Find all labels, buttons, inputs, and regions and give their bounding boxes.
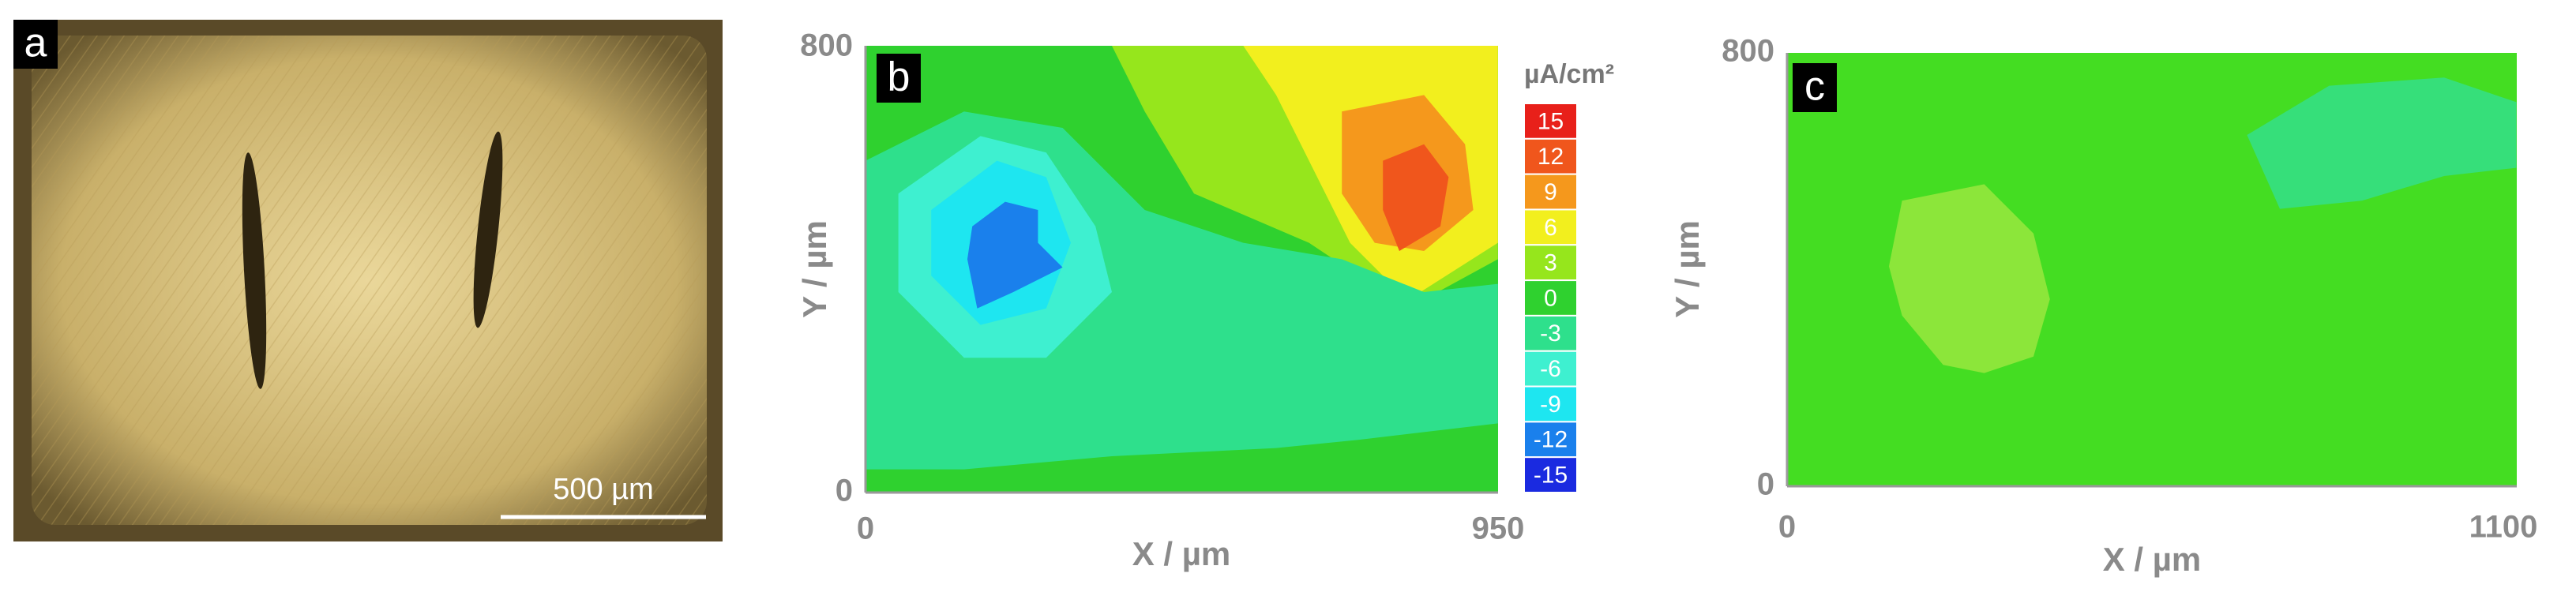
colorbar-cell xyxy=(1523,456,1578,494)
colorbar-cell xyxy=(1523,314,1578,352)
panel-label-box xyxy=(877,54,921,103)
panel-a: 500 µm a xyxy=(13,20,723,541)
colorbar-cell xyxy=(1523,103,1578,140)
indent xyxy=(242,152,267,389)
panel-label: c xyxy=(1804,64,1825,110)
panel-c: 800 0 0 1100 X / µm Y / µm c xyxy=(1669,34,2537,579)
colorbar-label: 3 xyxy=(1544,250,1557,276)
colorbar-label: 6 xyxy=(1544,215,1557,241)
panel-b: 800 0 0 950 X / µm Y / µm b µA/cm² 15 12 9… xyxy=(796,28,1614,573)
x-axis-label: X / µm xyxy=(1132,535,1231,572)
x-tick-label: 0 xyxy=(1778,510,1796,545)
y-axis-label: Y / µm xyxy=(796,220,833,318)
x-tick-label: 950 xyxy=(1472,511,1525,546)
colorbar-cell xyxy=(1523,421,1578,459)
micrograph-texture xyxy=(32,36,707,525)
contours xyxy=(1888,77,2517,373)
contour xyxy=(1383,144,1449,251)
scale-bar-label: 500 µm xyxy=(553,473,654,506)
y-tick-label: 0 xyxy=(836,474,853,508)
colorbar-cell xyxy=(1523,173,1578,211)
colorbar-label: -6 xyxy=(1540,356,1561,382)
panel-label: b xyxy=(888,54,911,100)
colorbar-label: 12 xyxy=(1538,144,1564,170)
colorbar-cell xyxy=(1523,244,1578,282)
contour xyxy=(1888,184,2050,373)
colorbar: 15 12 9 6 3 0 -3 -6 -9 -12 -15 xyxy=(1523,103,1578,494)
colorbar-cell xyxy=(1523,385,1578,423)
contour xyxy=(2247,77,2517,209)
colorbar-label: -15 xyxy=(1534,463,1568,489)
panel-label-box xyxy=(1793,63,1837,112)
x-tick-label: 0 xyxy=(857,511,874,546)
colorbar-unit: µA/cm² xyxy=(1524,59,1614,89)
colorbar-label: 9 xyxy=(1544,179,1557,205)
x-tick-label: 1100 xyxy=(2469,510,2538,545)
colorbar-cell xyxy=(1523,208,1578,246)
y-tick-label: 0 xyxy=(1757,467,1774,502)
contours xyxy=(866,46,1498,470)
indent xyxy=(473,131,503,328)
panel-label-box xyxy=(13,20,58,69)
y-axis-label: Y / µm xyxy=(1669,220,1706,318)
colorbar-label: -12 xyxy=(1534,427,1568,453)
contour xyxy=(967,201,1063,309)
panel-label: a xyxy=(24,21,47,66)
x-axis-label: X / µm xyxy=(2103,541,2202,578)
colorbar-label: 0 xyxy=(1544,285,1557,311)
y-tick-label: 800 xyxy=(800,28,853,63)
colorbar-label: -9 xyxy=(1540,392,1561,418)
colorbar-label: 15 xyxy=(1538,108,1564,134)
y-tick-label: 800 xyxy=(1722,34,1774,69)
colorbar-label: -3 xyxy=(1540,320,1561,347)
